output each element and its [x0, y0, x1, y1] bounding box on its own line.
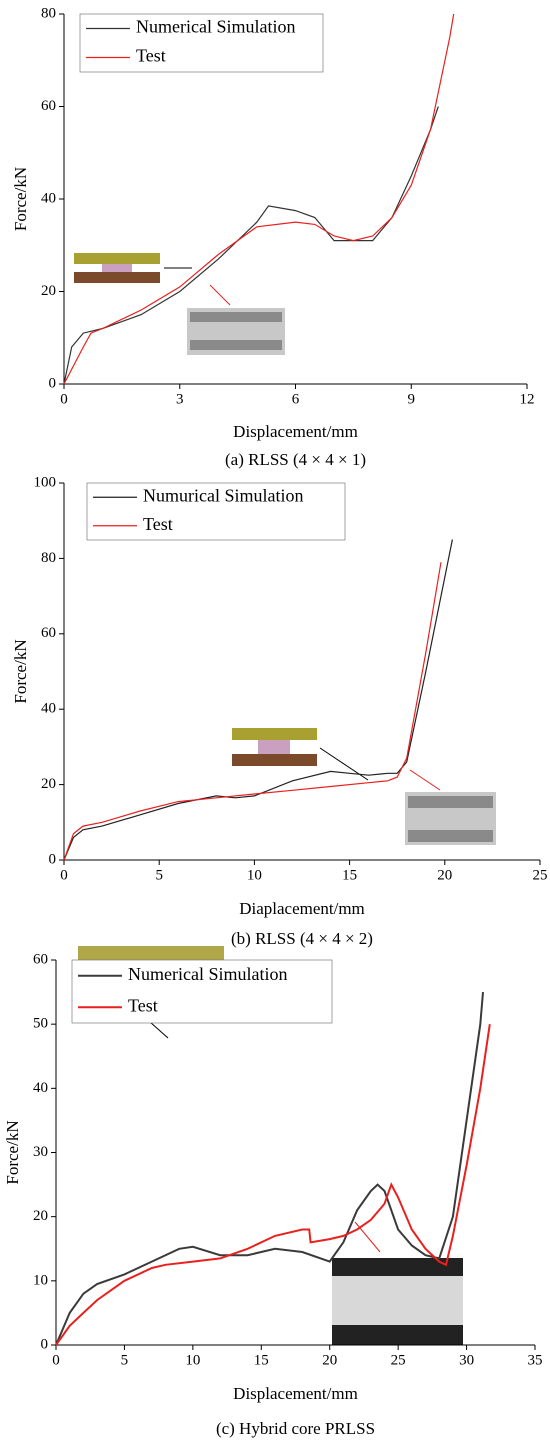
legend-box	[86, 482, 346, 541]
y-tick-label: 20	[33, 1208, 48, 1224]
x-axis-label: Displacement/mm	[233, 1384, 358, 1403]
y-tick-label: 60	[41, 625, 56, 641]
x-tick-label: 10	[247, 867, 262, 883]
y-tick-label: 60	[33, 951, 48, 967]
x-tick-label: 20	[322, 1352, 337, 1368]
x-tick-label: 25	[533, 867, 548, 883]
x-tick-label: 15	[254, 1352, 269, 1368]
y-axis-label: Force/kN	[3, 1120, 22, 1184]
y-tick-label: 80	[41, 5, 56, 21]
legend-label: Numerical Simulation	[128, 964, 287, 984]
y-axis-label: Force/kN	[11, 639, 30, 703]
legend-box	[71, 959, 333, 1024]
y-tick-label: 80	[41, 550, 56, 566]
y-tick-label: 50	[33, 1016, 48, 1032]
x-tick-label: 3	[176, 391, 184, 407]
x-axis-label: Displacement/mm	[233, 422, 358, 441]
x-tick-label: 20	[437, 867, 452, 883]
x-tick-label: 25	[391, 1352, 406, 1368]
x-tick-label: 5	[155, 867, 163, 883]
y-tick-label: 20	[41, 776, 56, 792]
x-tick-label: 0	[60, 867, 68, 883]
x-tick-label: 15	[342, 867, 357, 883]
x-axis-label: Diaplacement/mm	[239, 899, 365, 918]
caption: (c) Hybrid core PRLSS	[216, 1419, 375, 1438]
y-tick-label: 40	[41, 190, 56, 206]
y-tick-label: 0	[41, 1336, 49, 1352]
y-tick-label: 0	[49, 375, 57, 391]
x-tick-label: 10	[185, 1352, 200, 1368]
x-tick-label: 5	[121, 1352, 129, 1368]
data-line	[63, 539, 453, 861]
x-tick-label: 12	[520, 391, 535, 407]
legend-box	[79, 13, 324, 73]
caption: (b) RLSS (4 × 4 × 2)	[231, 929, 373, 948]
legend-label: Test	[136, 46, 166, 66]
x-tick-label: 0	[60, 391, 68, 407]
y-tick-label: 10	[33, 1272, 48, 1288]
y-tick-label: 30	[33, 1144, 48, 1160]
y-tick-label: 0	[49, 851, 57, 867]
caption: (a) RLSS (4 × 4 × 1)	[225, 450, 366, 469]
y-tick-label: 60	[41, 98, 56, 114]
legend-label: Numerical Simulation	[136, 17, 295, 37]
y-tick-label: 100	[34, 474, 57, 490]
y-tick-label: 40	[33, 1080, 48, 1096]
data-line	[55, 1024, 491, 1346]
legend-label: Numurical Simulation	[143, 485, 303, 505]
y-axis-label: Force/kN	[11, 167, 30, 231]
y-tick-label: 40	[41, 701, 56, 717]
legend-label: Test	[128, 995, 158, 1015]
data-line	[63, 562, 442, 861]
y-tick-label: 20	[41, 283, 56, 299]
data-line	[55, 992, 484, 1346]
x-tick-label: 9	[408, 391, 416, 407]
inset-b	[232, 728, 496, 845]
inset-a	[74, 253, 285, 355]
x-tick-label: 30	[459, 1352, 474, 1368]
legend-label: Test	[143, 514, 173, 534]
x-tick-label: 35	[528, 1352, 543, 1368]
x-tick-label: 0	[52, 1352, 60, 1368]
data-line	[63, 13, 455, 385]
x-tick-label: 6	[292, 391, 300, 407]
